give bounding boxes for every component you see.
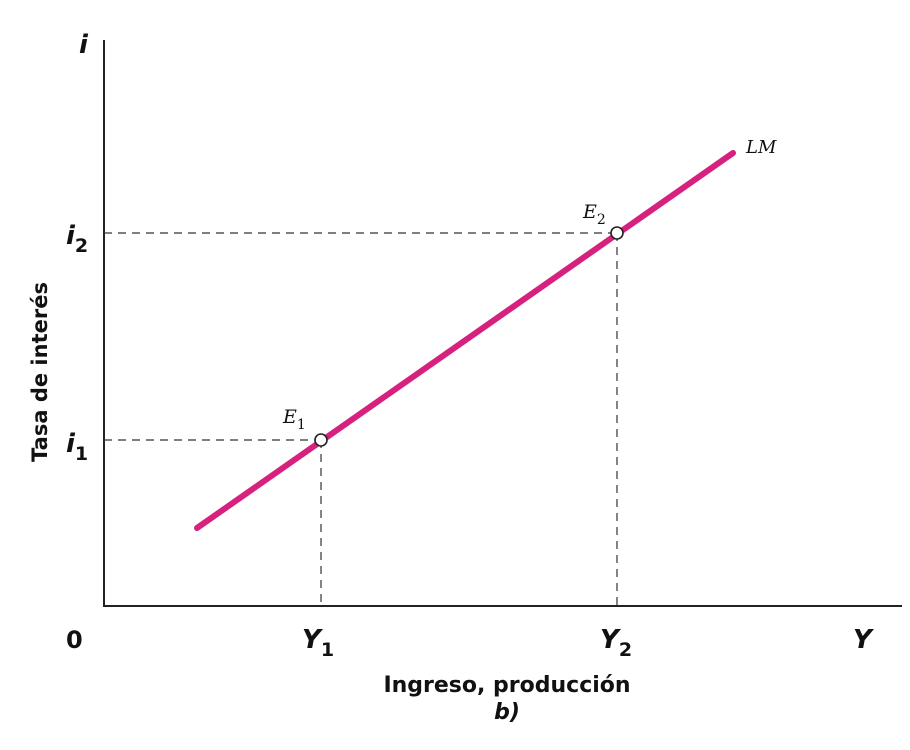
panel-label: b) <box>494 700 520 725</box>
tick-y1-sub: 1 <box>321 639 334 661</box>
point-e1 <box>314 433 328 447</box>
point-e1-base: E <box>282 406 297 428</box>
x-axis-title: Ingreso, producción <box>383 673 630 698</box>
tick-i1-sub: 1 <box>75 443 88 465</box>
point-e2-label: E2 <box>582 201 606 228</box>
guide-lines <box>104 232 618 606</box>
tick-i2-base: i <box>66 221 76 251</box>
tick-y1-base: Y <box>302 625 324 655</box>
tick-i2-sub: 2 <box>75 235 88 257</box>
point-e2-sub: 2 <box>597 212 606 228</box>
lm-curve <box>194 150 736 531</box>
tick-y2-base: Y <box>600 625 622 655</box>
tick-y2: Y2 <box>600 625 632 661</box>
lm-label: LM <box>745 137 777 158</box>
origin-label: 0 <box>66 626 83 654</box>
point-e2-base: E <box>582 201 597 223</box>
x-axis-symbol: Y <box>853 625 875 655</box>
tick-y1: Y1 <box>302 625 334 661</box>
tick-i1: i1 <box>66 429 88 465</box>
point-e1-label: E1 <box>282 406 306 433</box>
point-e2 <box>610 226 624 240</box>
y-axis-title: Tasa de interés <box>28 282 52 462</box>
tick-i2: i2 <box>66 221 88 257</box>
y-axis-symbol: i <box>79 30 89 60</box>
tick-i1-base: i <box>66 429 76 459</box>
point-e1-sub: 1 <box>297 417 306 433</box>
tick-y2-sub: 2 <box>619 639 632 661</box>
